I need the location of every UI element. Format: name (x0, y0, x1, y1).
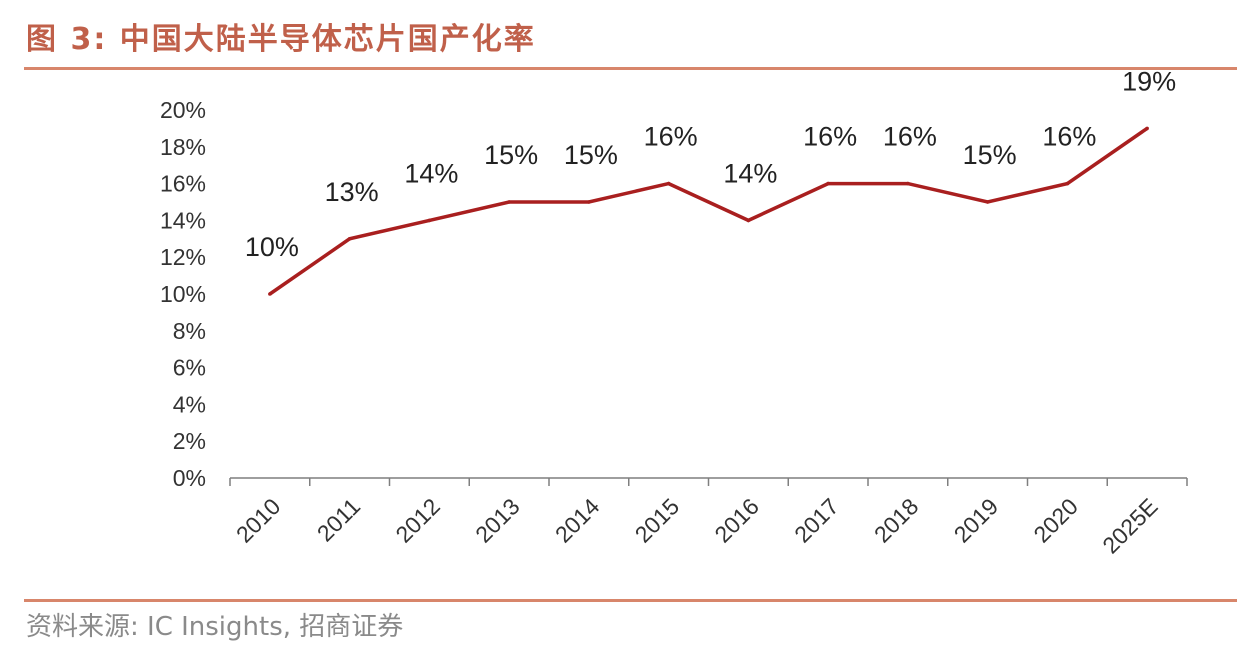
y-tick-label: 6% (173, 355, 206, 381)
x-tick-label: 2013 (470, 493, 525, 548)
x-axis: 2010 2011 2012 2013 2014 2015 2016 2017 2018 2019… (229, 477, 1188, 559)
y-tick-label: 8% (173, 318, 206, 344)
data-point (826, 181, 830, 186)
line-chart: 0%2%4%6%8%10%12%14%16%18%20% 2010 2011 201… (160, 66, 1188, 559)
data-point (587, 200, 591, 204)
y-tick-label: 18% (160, 134, 206, 160)
data-label: 16% (644, 122, 698, 152)
data-point (427, 218, 432, 223)
x-tick-label: 2017 (789, 493, 844, 548)
footer-divider (24, 599, 1237, 602)
y-tick-label: 0% (173, 465, 206, 491)
y-tick-label: 2% (173, 428, 206, 454)
data-label: 19% (1122, 66, 1176, 96)
source-note: 资料来源: IC Insights, 招商证券 (26, 612, 404, 642)
data-label: 16% (883, 122, 937, 152)
x-tick-label: 2020 (1028, 493, 1083, 548)
y-tick-label: 12% (160, 244, 206, 270)
data-point (746, 218, 751, 223)
data-label: 13% (325, 177, 379, 207)
data-point (507, 200, 511, 204)
data-label: 15% (963, 140, 1017, 170)
x-tick-label: 2011 (312, 493, 365, 546)
data-label: 15% (564, 140, 618, 170)
x-tick-label: 2019 (949, 493, 1004, 548)
x-tick-label: 2014 (550, 493, 605, 548)
data-point (666, 181, 671, 186)
data-point (1065, 181, 1070, 186)
data-point (906, 181, 910, 186)
y-tick-label: 20% (160, 97, 206, 123)
data-point (985, 200, 990, 204)
data-label: 15% (484, 140, 538, 170)
x-tick-label: 2010 (231, 493, 286, 548)
y-tick-label: 14% (160, 207, 206, 233)
data-label: 16% (803, 122, 857, 152)
x-tick-label: 2012 (390, 493, 445, 548)
series-layer (268, 126, 1149, 296)
y-tick-label: 16% (160, 171, 206, 197)
y-tick-label: 4% (173, 391, 206, 417)
x-tick-label: 2016 (709, 493, 764, 548)
data-label: 14% (723, 158, 777, 188)
data-label: 10% (245, 232, 299, 262)
title-divider (24, 67, 1237, 70)
y-tick-label: 10% (160, 281, 206, 307)
x-tick-label: 2018 (869, 493, 924, 548)
data-label: 16% (1042, 122, 1096, 152)
series-line (268, 126, 1149, 296)
x-tick-label: 2025E (1097, 493, 1162, 558)
data-point (1145, 126, 1149, 131)
data-labels: 10% 13% 14% 15% 15% 16% 14% 16% 16% 15% 16% 19% (245, 66, 1176, 262)
x-tick-label: 2015 (630, 493, 685, 548)
data-point (268, 292, 272, 296)
data-label: 14% (404, 158, 458, 188)
data-point (347, 237, 352, 241)
y-axis: 0% 2% 4% 6% 8% 10% 12% 14% 16% 18% 20% (160, 97, 206, 491)
figure-title: 图 3: 中国大陆半导体芯片国产化率 (26, 22, 536, 57)
